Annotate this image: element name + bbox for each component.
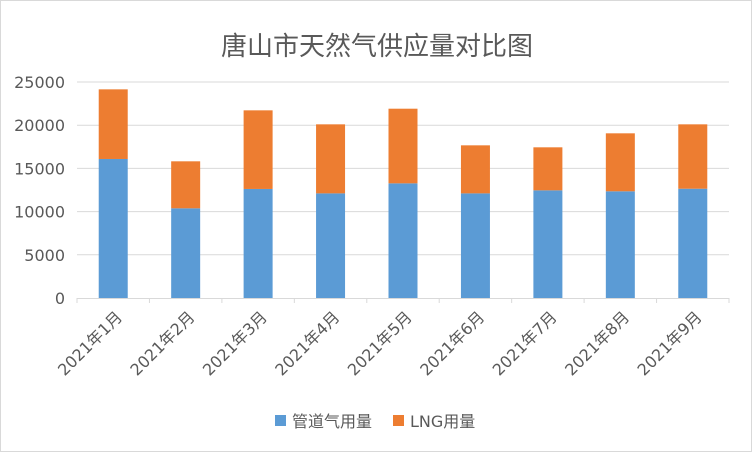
y-tick-label: 5000 — [24, 246, 65, 265]
bar-pipeline — [533, 190, 563, 298]
bar-pipeline — [243, 188, 273, 298]
y-tick-label: 25000 — [14, 73, 65, 92]
y-axis-ticks: 0 5000 10000 15000 20000 25000 — [14, 73, 65, 308]
x-tick-label: 2021年8月 — [561, 307, 633, 379]
y-tick-label: 20000 — [14, 116, 65, 135]
legend-swatch — [275, 415, 286, 426]
x-tick-label: 2021年7月 — [489, 307, 561, 379]
bar-pipeline — [460, 193, 490, 298]
y-tick-label: 0 — [55, 289, 65, 308]
bar-pipeline — [171, 208, 201, 298]
bar-lng — [533, 147, 563, 191]
x-tick-label: 2021年4月 — [271, 307, 343, 379]
bar-pipeline — [388, 183, 418, 298]
y-tick-label: 10000 — [14, 203, 65, 222]
bar-pipeline — [98, 158, 128, 298]
x-tick-label: 2021年6月 — [416, 307, 488, 379]
x-tick-label: 2021年2月 — [126, 307, 198, 379]
bar-lng — [243, 110, 273, 189]
bar-pipeline — [316, 193, 346, 298]
bar-lng — [171, 161, 201, 209]
bar-lng — [98, 89, 128, 159]
bar-lng — [605, 133, 635, 192]
x-axis: 2021年1月 2021年2月 2021年3月 2021年4月 2021年5月 2021年… — [54, 298, 730, 379]
legend-label: 管道气用量 — [292, 412, 372, 431]
legend: 管道气用量 LNG用量 — [275, 412, 475, 431]
bar-lng — [316, 124, 346, 194]
x-tick-label: 2021年9月 — [634, 307, 706, 379]
legend-label: LNG用量 — [410, 412, 475, 431]
bars — [98, 89, 708, 298]
bar-pipeline — [678, 188, 708, 298]
y-tick-label: 15000 — [14, 159, 65, 178]
bar-pipeline — [605, 191, 635, 298]
bar-lng — [678, 124, 708, 189]
chart-title: 唐山市天然气供应量对比图 — [221, 32, 533, 62]
x-tick-label: 2021年5月 — [344, 307, 416, 379]
legend-swatch — [393, 415, 404, 426]
x-tick-label: 2021年3月 — [199, 307, 271, 379]
x-tick-label: 2021年1月 — [54, 307, 126, 379]
bar-lng — [388, 108, 418, 184]
bar-lng — [460, 145, 490, 194]
